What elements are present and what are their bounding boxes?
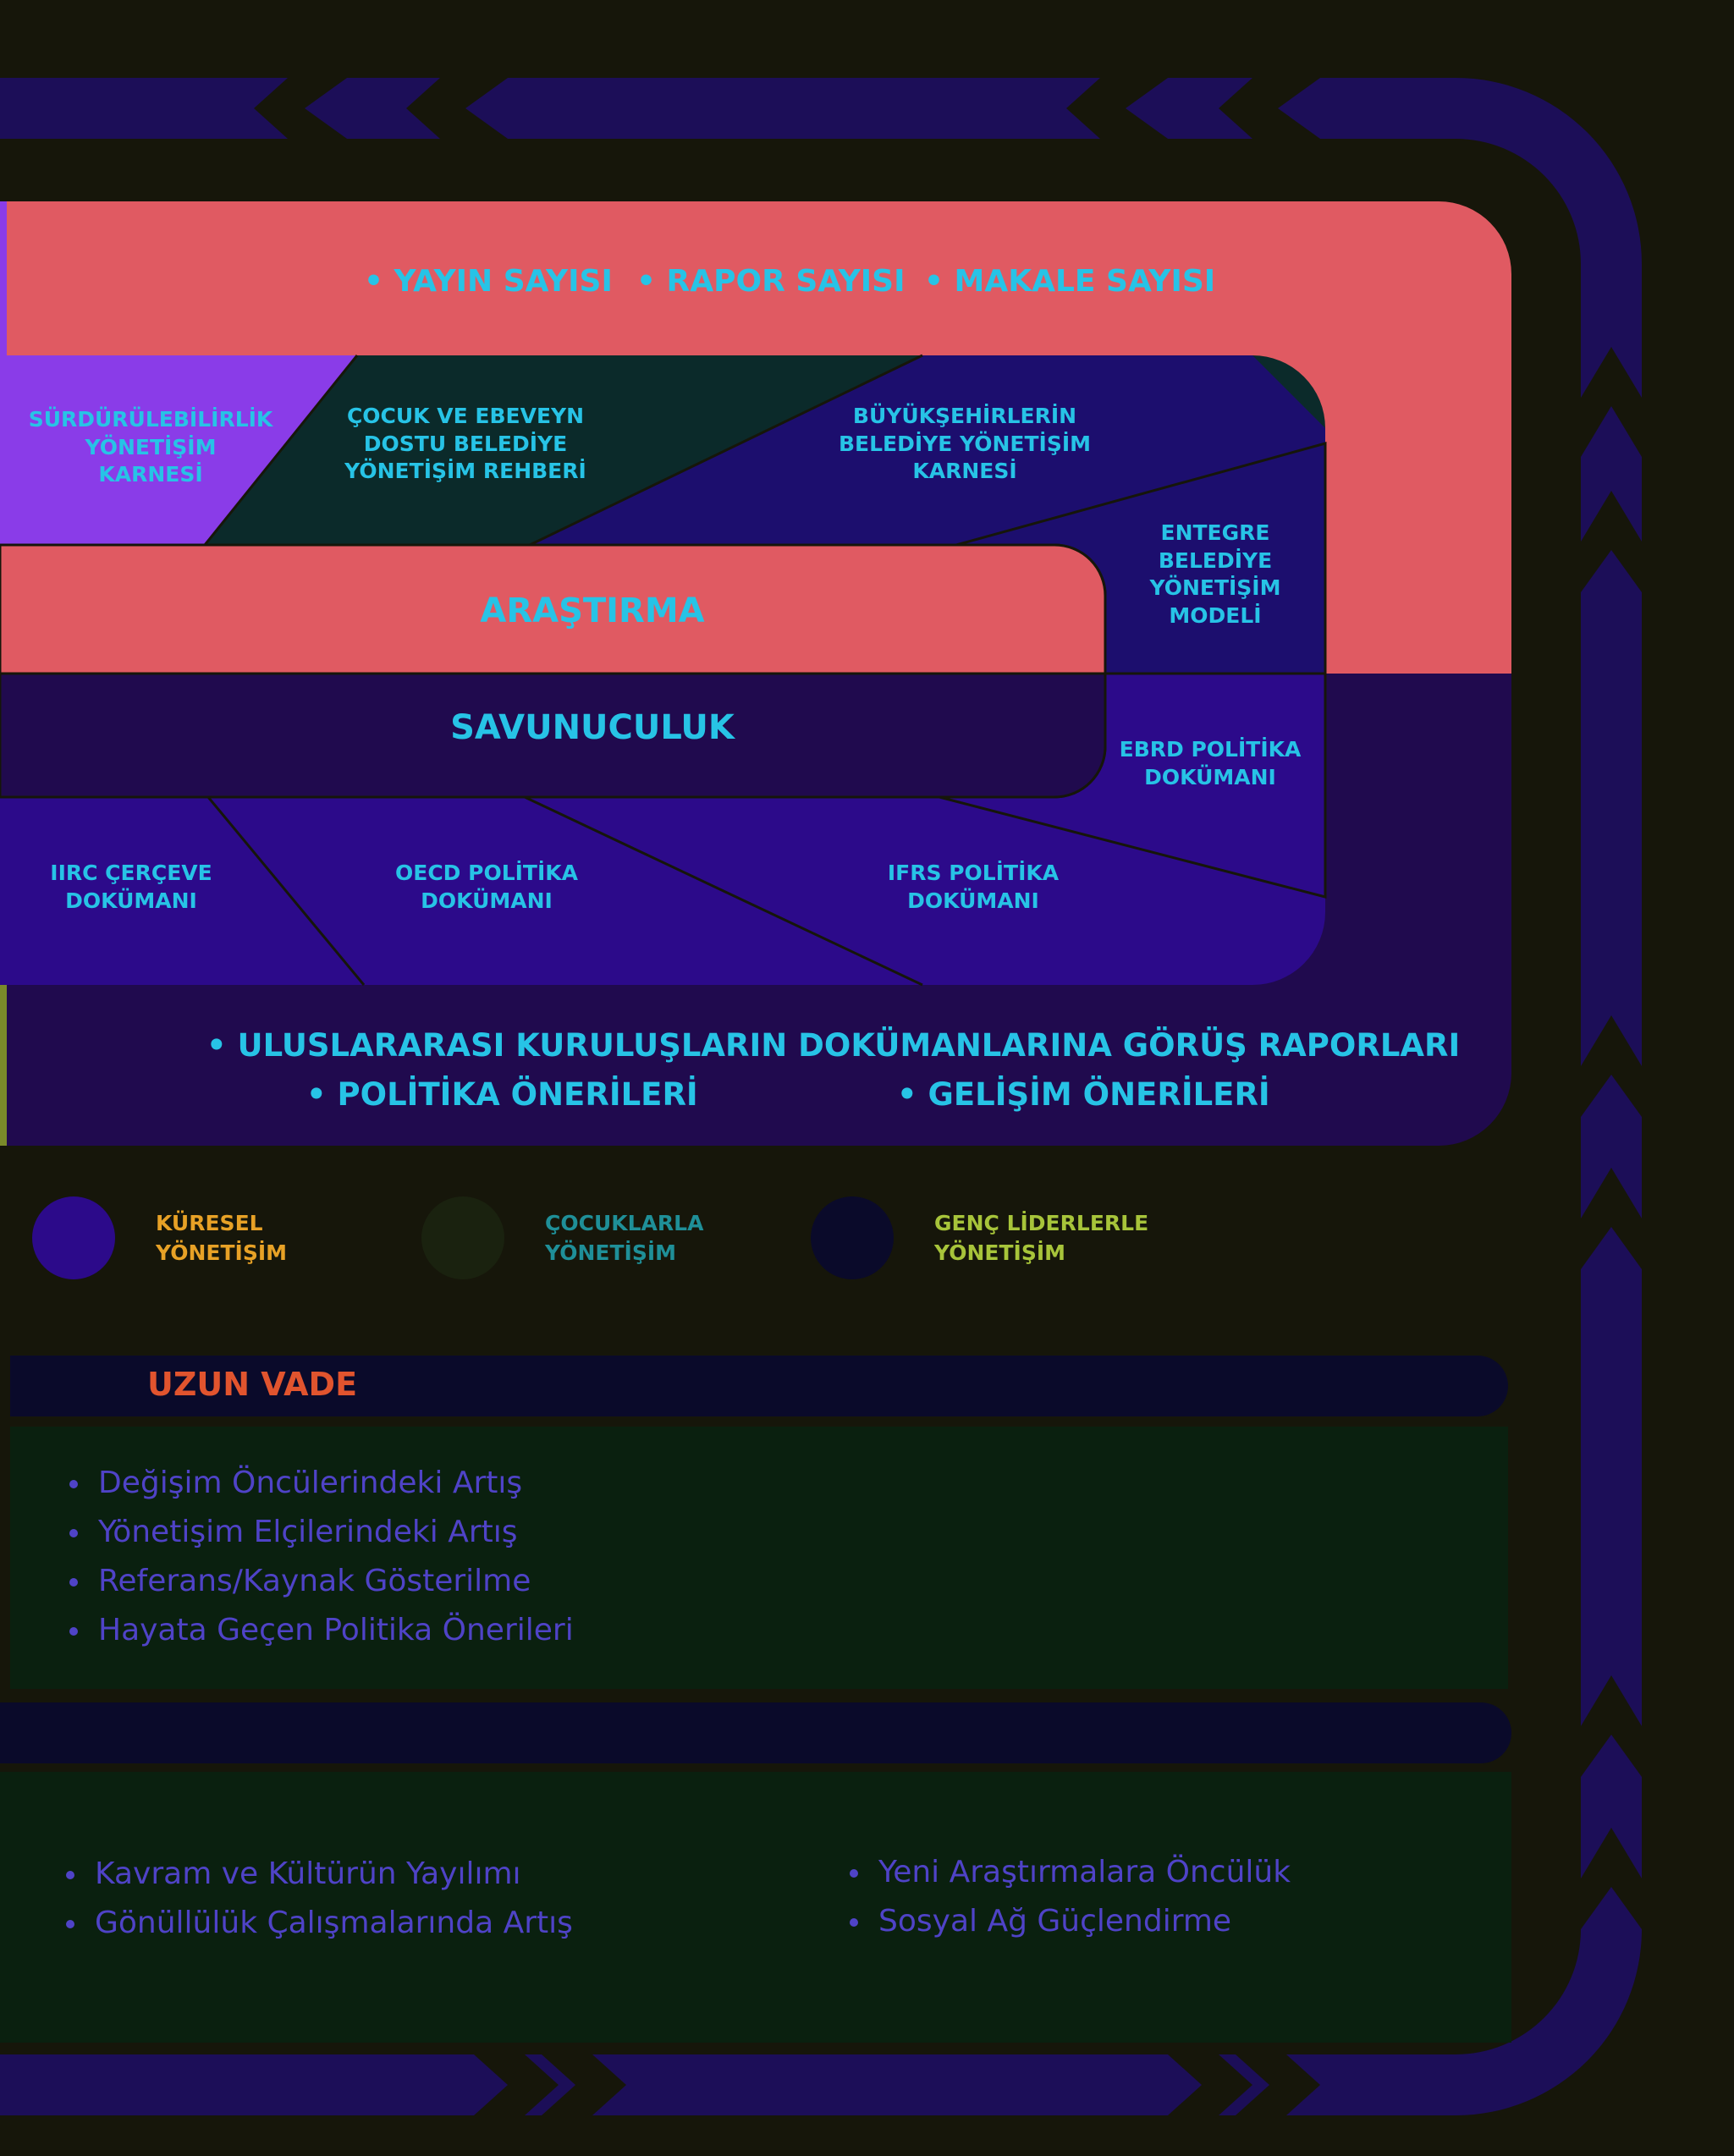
legend-dot-kuresel bbox=[32, 1196, 115, 1279]
legend-dot-cocuklarla bbox=[421, 1196, 504, 1279]
card-surdurulebilirlik: SÜRDÜRÜLEBİLİRLİK YÖNETİŞİM KARNESİ bbox=[28, 407, 273, 487]
list-item: Değişim Öncülerindeki Artış bbox=[69, 1459, 574, 1508]
metric-rapor: • RAPOR SAYISI bbox=[636, 264, 906, 299]
list-item: Kavram ve Kültürün Yayılımı bbox=[66, 1850, 573, 1899]
second-header bbox=[0, 1702, 1511, 1763]
card-shape-surdurulebilirlik bbox=[0, 355, 357, 545]
divider bbox=[203, 355, 359, 546]
divider bbox=[529, 354, 923, 547]
long-term-title: UZUN VADE bbox=[147, 1366, 358, 1403]
list-item: Referans/Kaynak Gösterilme bbox=[69, 1557, 574, 1606]
list-item: Sosyal Ağ Güçlendirme bbox=[850, 1897, 1291, 1946]
legend-cocuklarla: ÇOCUKLARLA YÖNETİŞİM bbox=[545, 1211, 704, 1265]
divider bbox=[524, 795, 923, 987]
card-buyuksehir: BÜYÜKŞEHİRLERİN BELEDİYE YÖNETİŞİM KARNESİ bbox=[838, 404, 1092, 483]
savunuculuk-ribbon bbox=[0, 672, 1107, 799]
bottom-chevrons bbox=[474, 2054, 1320, 2115]
output-gelisim: • GELİŞİM ÖNERİLERİ bbox=[897, 1076, 1270, 1113]
research-title: ARAŞTIRMA bbox=[480, 591, 705, 630]
list-item: Yeni Araştırmalara Öncülük bbox=[850, 1848, 1291, 1897]
top-chevrons bbox=[254, 78, 1320, 139]
legend-genc: GENÇ LİDERLERLE YÖNETİŞİM bbox=[934, 1211, 1149, 1265]
card-ifrs: IFRS POLİTİKA DOKÜMANI bbox=[887, 861, 1060, 913]
legend-dot-genc bbox=[811, 1196, 894, 1279]
legend-kuresel: KÜRESEL YÖNETİŞİM bbox=[156, 1211, 288, 1265]
arastirma-ribbon bbox=[0, 543, 1107, 675]
output-line-1: • ULUSLARARASI KURULUŞLARIN DOKÜMANLARIN… bbox=[206, 1027, 1461, 1064]
output-politika: • POLİTİKA ÖNERİLERİ bbox=[306, 1076, 698, 1113]
second-panel bbox=[0, 1772, 1511, 2043]
list-item: Gönüllülük Çalışmalarında Artış bbox=[66, 1899, 573, 1948]
long-term-panel bbox=[10, 1427, 1508, 1689]
card-ebrd: EBRD POLİTİKA DOKÜMANI bbox=[1119, 737, 1302, 789]
advocacy-title: SAVUNUCULUK bbox=[450, 708, 735, 747]
metric-makale: • MAKALE SAYISI bbox=[924, 264, 1216, 299]
metric-yayin: • YAYIN SAYISI bbox=[364, 264, 613, 299]
card-iirc: IIRC ÇERÇEVE DOKÜMANI bbox=[50, 861, 212, 913]
advocacy-band bbox=[0, 674, 1325, 985]
card-entegre: ENTEGRE BELEDİYE YÖNETİŞİM MODELİ bbox=[1149, 520, 1281, 628]
long-term-list: Değişim Öncülerindeki Artış Yönetişim El… bbox=[69, 1459, 574, 1655]
second-list-right: Yeni Araştırmalara Öncülük Sosyal Ağ Güç… bbox=[850, 1848, 1291, 1946]
card-oecd: OECD POLİTİKA DOKÜMANI bbox=[394, 861, 578, 913]
list-item: Yönetişim Elçilerindeki Artış bbox=[69, 1508, 574, 1557]
long-term-header bbox=[10, 1356, 1508, 1416]
card-cocuk-ebeveyn: ÇOCUK VE EBEVEYN DOSTU BELEDİYE YÖNETİŞİM … bbox=[344, 404, 586, 483]
divider bbox=[206, 796, 366, 986]
second-list-left: Kavram ve Kültürün Yayılımı Gönüllülük Ç… bbox=[66, 1850, 573, 1948]
list-item: Hayata Geçen Politika Önerileri bbox=[69, 1606, 574, 1655]
side-chevrons bbox=[1581, 347, 1642, 1929]
